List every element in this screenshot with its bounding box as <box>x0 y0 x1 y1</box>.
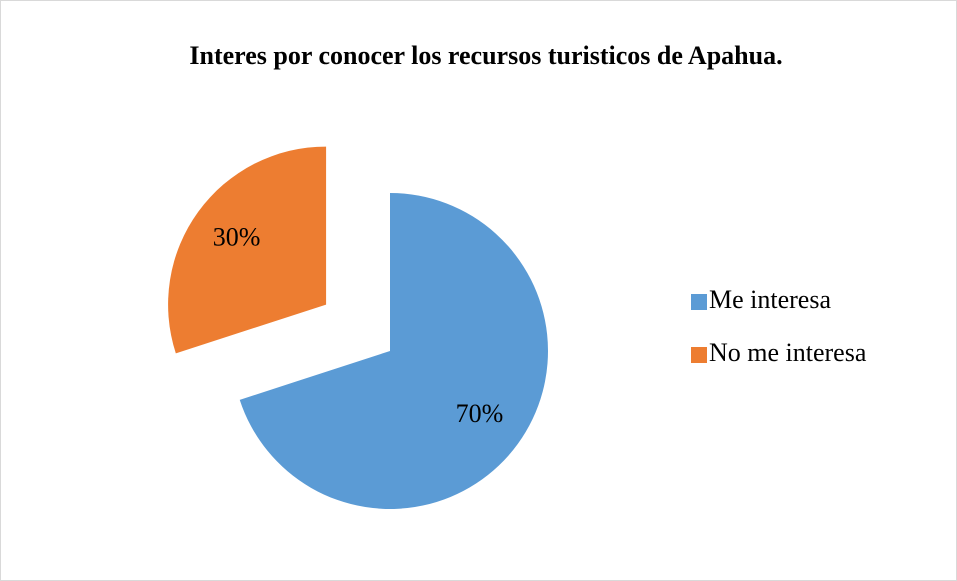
chart-title: Interes por conocer los recursos turisti… <box>189 41 782 70</box>
legend-label: Me interesa <box>709 285 831 314</box>
legend-swatch <box>691 347 707 363</box>
pie-slice <box>239 193 548 509</box>
legend-swatch <box>691 294 707 310</box>
pie-slice <box>168 146 327 354</box>
data-label: 30% <box>213 223 261 252</box>
data-label: 70% <box>456 399 504 428</box>
legend-label: No me interesa <box>709 338 867 367</box>
